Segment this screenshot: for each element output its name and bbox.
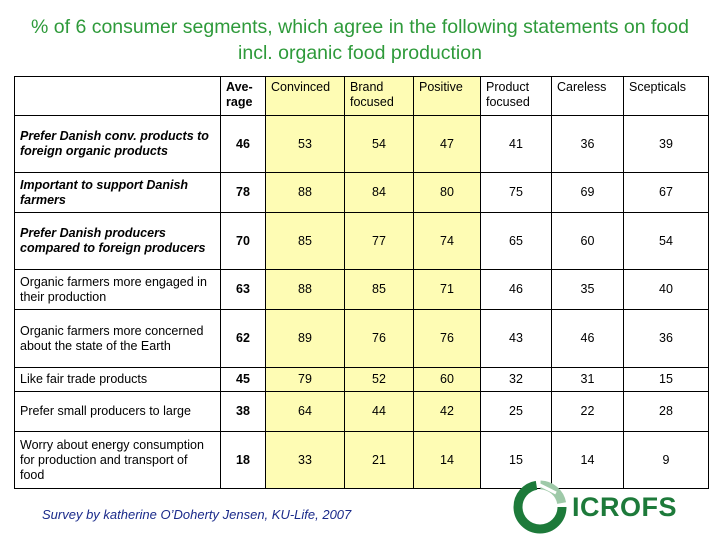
survey-table: Ave-rage Convinced Brand focused Positiv… [14, 76, 709, 489]
table-row: Important to support Danish farmers 78 8… [14, 172, 709, 213]
table-header-row: Ave-rage Convinced Brand focused Positiv… [14, 76, 709, 116]
value-cell: 15 [480, 431, 552, 489]
table-row: Like fair trade products 45 79 52 60 32 … [14, 367, 709, 392]
value-cell: 32 [480, 367, 552, 392]
value-cell: 41 [480, 115, 552, 173]
value-cell: 14 [551, 431, 624, 489]
value-cell: 31 [551, 367, 624, 392]
value-cell: 60 [551, 212, 624, 270]
value-cell: 42 [413, 391, 481, 432]
table-row: Prefer Danish producers compared to fore… [14, 212, 709, 270]
value-cell: 33 [265, 431, 345, 489]
value-cell: 71 [413, 269, 481, 310]
value-cell: 84 [344, 172, 414, 213]
survey-credit: Survey by katherine O’Doherty Jensen, KU… [42, 507, 352, 522]
table-row: Worry about energy consumption for produ… [14, 431, 709, 489]
table-row: Organic farmers more engaged in their pr… [14, 269, 709, 310]
value-cell: 54 [344, 115, 414, 173]
value-cell: 80 [413, 172, 481, 213]
table-row: Organic farmers more concerned about the… [14, 309, 709, 368]
value-cell: 15 [623, 367, 709, 392]
value-cell: 64 [265, 391, 345, 432]
value-cell: 69 [551, 172, 624, 213]
value-cell: 54 [623, 212, 709, 270]
value-cell: 76 [344, 309, 414, 368]
value-cell: 9 [623, 431, 709, 489]
row-label: Like fair trade products [14, 367, 221, 392]
value-cell: 46 [551, 309, 624, 368]
average-cell: 70 [220, 212, 266, 270]
value-cell: 52 [344, 367, 414, 392]
value-cell: 88 [265, 269, 345, 310]
slide-title: % of 6 consumer segments, which agree in… [31, 16, 689, 64]
value-cell: 47 [413, 115, 481, 173]
value-cell: 28 [623, 391, 709, 432]
average-cell: 46 [220, 115, 266, 173]
value-cell: 22 [551, 391, 624, 432]
logo-wordmark: ICROFS [572, 492, 678, 522]
header-positive: Positive [413, 76, 481, 116]
value-cell: 35 [551, 269, 624, 310]
row-label: Important to support Danish farmers [14, 172, 221, 213]
value-cell: 40 [623, 269, 709, 310]
value-cell: 44 [344, 391, 414, 432]
average-cell: 78 [220, 172, 266, 213]
average-cell: 38 [220, 391, 266, 432]
header-scepticals: Scepticals [623, 76, 709, 116]
row-label: Prefer small producers to large [14, 391, 221, 432]
value-cell: 36 [623, 309, 709, 368]
value-cell: 74 [413, 212, 481, 270]
row-label: Organic farmers more engaged in their pr… [14, 269, 221, 310]
header-careless: Careless [551, 76, 624, 116]
average-cell: 18 [220, 431, 266, 489]
value-cell: 60 [413, 367, 481, 392]
value-cell: 67 [623, 172, 709, 213]
row-label: Organic farmers more concerned about the… [14, 309, 221, 368]
average-cell: 62 [220, 309, 266, 368]
header-brand-focused: Brand focused [344, 76, 414, 116]
value-cell: 79 [265, 367, 345, 392]
header-product-focused: Product focused [480, 76, 552, 116]
row-label: Prefer Danish producers compared to fore… [14, 212, 221, 270]
value-cell: 77 [344, 212, 414, 270]
value-cell: 75 [480, 172, 552, 213]
value-cell: 25 [480, 391, 552, 432]
row-label: Worry about energy consumption for produ… [14, 431, 221, 489]
table-row: Prefer Danish conv. products to foreign … [14, 115, 709, 173]
value-cell: 21 [344, 431, 414, 489]
value-cell: 89 [265, 309, 345, 368]
average-cell: 63 [220, 269, 266, 310]
value-cell: 85 [344, 269, 414, 310]
header-average: Ave-rage [220, 76, 266, 116]
value-cell: 88 [265, 172, 345, 213]
value-cell: 85 [265, 212, 345, 270]
value-cell: 36 [551, 115, 624, 173]
value-cell: 53 [265, 115, 345, 173]
value-cell: 43 [480, 309, 552, 368]
value-cell: 65 [480, 212, 552, 270]
value-cell: 39 [623, 115, 709, 173]
row-label: Prefer Danish conv. products to foreign … [14, 115, 221, 173]
average-cell: 45 [220, 367, 266, 392]
value-cell: 76 [413, 309, 481, 368]
table-row: Prefer small producers to large 38 64 44… [14, 391, 709, 432]
value-cell: 14 [413, 431, 481, 489]
value-cell: 46 [480, 269, 552, 310]
header-convinced: Convinced [265, 76, 345, 116]
header-empty-cell [14, 76, 221, 116]
icrofs-logo-icon [513, 480, 567, 534]
